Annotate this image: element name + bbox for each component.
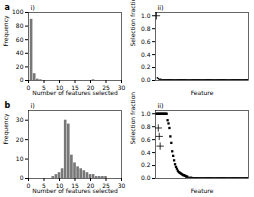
- svg-text:0.6: 0.6: [141, 38, 151, 45]
- svg-text:0.6: 0.6: [141, 136, 151, 143]
- svg-text:a: a: [5, 3, 10, 12]
- svg-text:10: 10: [16, 155, 24, 162]
- svg-text:0.2: 0.2: [141, 63, 151, 70]
- svg-text:1.0: 1.0: [141, 110, 151, 117]
- svg-text:ii): ii): [158, 102, 164, 110]
- svg-text:5: 5: [42, 181, 46, 189]
- svg-text:0.4: 0.4: [141, 149, 151, 156]
- svg-text:30: 30: [118, 84, 126, 91]
- svg-text:Selection fraction: Selection fraction: [129, 0, 136, 47]
- svg-text:Feature: Feature: [191, 187, 214, 194]
- svg-text:Number of features selected: Number of features selected: [32, 187, 118, 194]
- svg-text:Selection fraction: Selection fraction: [129, 92, 136, 145]
- svg-text:20: 20: [86, 83, 95, 91]
- svg-text:i): i): [31, 102, 35, 110]
- svg-text:25: 25: [102, 83, 110, 91]
- svg-text:40: 40: [16, 49, 24, 56]
- svg-text:0.0: 0.0: [141, 76, 151, 83]
- svg-text:0.2: 0.2: [141, 161, 151, 168]
- svg-text:20: 20: [86, 181, 95, 189]
- svg-text:60: 60: [16, 36, 24, 43]
- svg-text:10: 10: [55, 181, 64, 189]
- svg-text:20: 20: [16, 63, 24, 70]
- svg-text:15: 15: [71, 181, 79, 189]
- svg-text:0: 0: [27, 84, 31, 91]
- svg-text:20: 20: [16, 136, 24, 143]
- svg-text:30: 30: [16, 116, 24, 123]
- svg-text:b: b: [5, 101, 11, 110]
- svg-text:15: 15: [71, 83, 79, 91]
- svg-text:ii): ii): [158, 4, 164, 12]
- svg-text:Feature: Feature: [191, 89, 214, 96]
- svg-text:Frequency: Frequency: [2, 15, 10, 46]
- svg-text:10: 10: [55, 83, 64, 91]
- svg-text:0: 0: [27, 182, 31, 189]
- svg-text:100: 100: [12, 8, 24, 15]
- svg-text:0.8: 0.8: [141, 25, 151, 32]
- svg-text:25: 25: [102, 181, 110, 189]
- svg-text:0: 0: [20, 174, 24, 181]
- svg-text:0.8: 0.8: [141, 123, 151, 130]
- svg-text:30: 30: [118, 182, 126, 189]
- svg-text:Frequency: Frequency: [2, 113, 10, 144]
- svg-text:Number of features selected: Number of features selected: [32, 89, 118, 96]
- svg-text:i): i): [31, 4, 35, 12]
- svg-text:1.0: 1.0: [141, 12, 151, 19]
- svg-text:80: 80: [16, 22, 24, 29]
- svg-text:0.0: 0.0: [141, 174, 151, 181]
- svg-text:0.4: 0.4: [141, 51, 151, 58]
- svg-text:0: 0: [20, 76, 24, 83]
- svg-text:5: 5: [42, 83, 46, 91]
